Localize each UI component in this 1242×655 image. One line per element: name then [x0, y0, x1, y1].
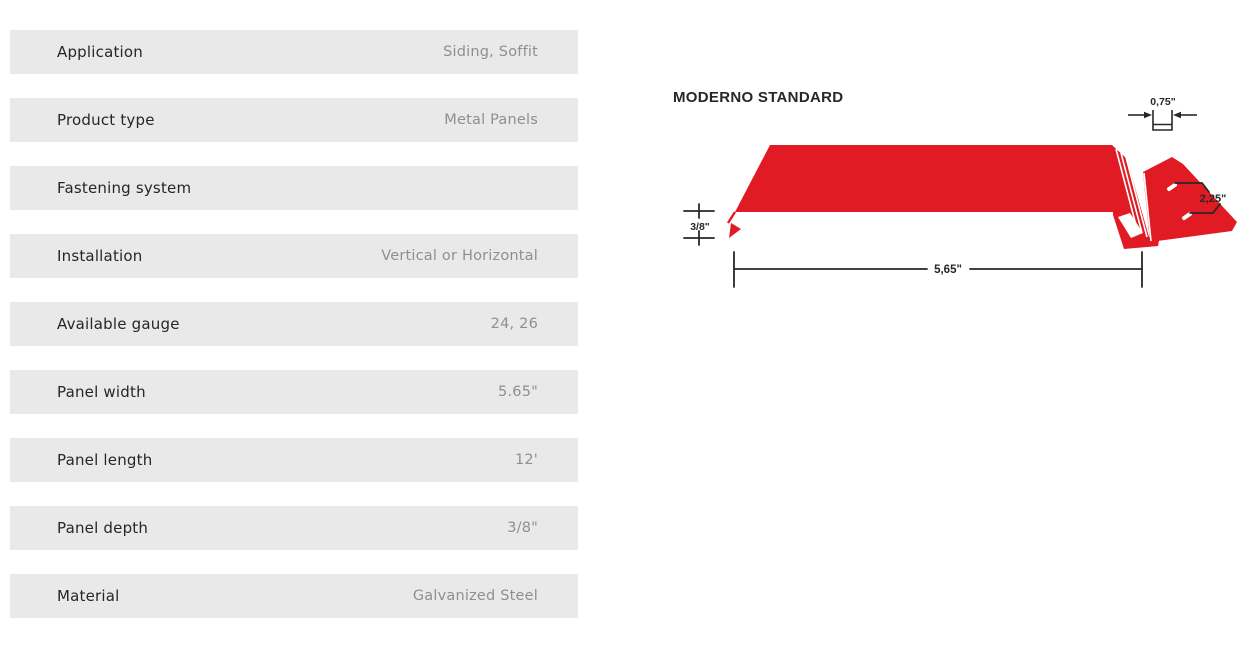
spec-row-material: Material Galvanized Steel	[10, 574, 578, 618]
spec-value: 12'	[514, 452, 538, 468]
panel-notch	[1118, 213, 1143, 238]
spec-value: 24, 26	[490, 316, 538, 332]
dimension-top-width: 0,75"	[1128, 96, 1197, 131]
diagram-title: MODERNO STANDARD	[673, 89, 844, 106]
panel-face	[735, 145, 1119, 212]
spec-label: Installation	[57, 247, 143, 265]
fastener-slot	[1181, 211, 1193, 221]
dimension-panel-depth-label: 3/8"	[690, 221, 710, 233]
panel-nailing-flange	[1143, 157, 1237, 242]
panel-hem-edge	[726, 211, 737, 224]
arrow-left-icon	[1173, 111, 1181, 119]
fastener-slot	[1166, 182, 1178, 192]
spec-label: Material	[57, 587, 120, 605]
panel-detail-lines	[1115, 148, 1193, 242]
spec-value: Vertical or Horizontal	[381, 248, 538, 264]
arrow-right-icon	[1144, 111, 1152, 119]
spec-label: Panel depth	[57, 519, 149, 537]
spec-row-application: Application Siding, Soffit	[10, 30, 578, 74]
spec-row-panel-length: Panel length 12'	[10, 438, 578, 482]
dimension-panel-width-label: 5,65"	[934, 264, 962, 276]
spec-row-installation: Installation Vertical or Horizontal	[10, 234, 578, 278]
spec-label: Panel length	[57, 451, 153, 469]
spec-row-panel-width: Panel width 5.65"	[10, 370, 578, 414]
spec-value: Galvanized Steel	[412, 588, 538, 604]
dimension-fastener-spacing-label: 2,25"	[1200, 193, 1227, 205]
spec-label: Fastening system	[57, 179, 192, 197]
spec-value: Metal Panels	[444, 112, 538, 128]
spec-row-fastening-system: Fastening system	[10, 166, 578, 210]
spec-value: 5.65"	[498, 384, 538, 400]
dimension-fastener-spacing: 2,25"	[1174, 182, 1227, 214]
spec-label: Application	[57, 43, 144, 61]
spec-label: Available gauge	[57, 315, 180, 333]
dimension-top-width-label: 0,75"	[1150, 96, 1175, 108]
spec-value: Siding, Soffit	[443, 44, 538, 60]
panel-shape	[726, 145, 1237, 249]
channel-outline	[1152, 110, 1173, 131]
spec-label: Product type	[57, 111, 155, 129]
dimension-panel-width: 5,65"	[733, 251, 1143, 288]
spec-value: 3/8"	[507, 520, 538, 536]
spec-row-available-gauge: Available gauge 24, 26	[10, 302, 578, 346]
spec-table: Application Siding, Soffit Product type …	[10, 30, 578, 642]
spec-row-panel-depth: Panel depth 3/8"	[10, 506, 578, 550]
panel-profile-diagram: 0,75" 2,25"	[683, 96, 1237, 288]
dimension-panel-depth: 3/8"	[683, 203, 715, 246]
spec-row-product-type: Product type Metal Panels	[10, 98, 578, 142]
panel-hem-fold	[729, 223, 741, 238]
spec-label: Panel width	[57, 383, 146, 401]
